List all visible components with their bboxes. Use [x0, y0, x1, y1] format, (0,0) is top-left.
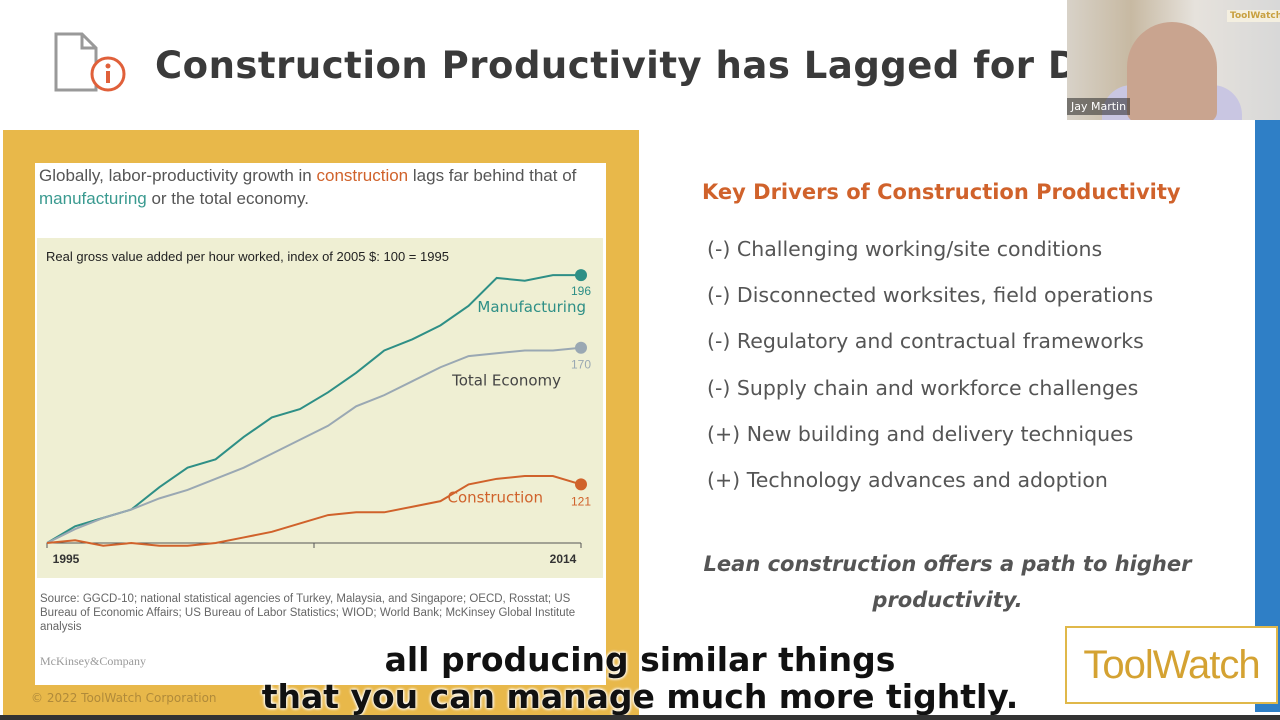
- driver-item: (-) Disconnected worksites, field operat…: [707, 283, 1154, 307]
- chart-title: Real gross value added per hour worked, …: [46, 249, 449, 264]
- headline-text: lags far behind that of: [408, 166, 577, 185]
- conclusion-text: Lean construction offers a path to highe…: [703, 552, 1192, 612]
- drivers-title: Key Drivers of Construction Productivity: [702, 180, 1181, 204]
- x-tick-label: 2014: [550, 552, 577, 566]
- participant-name: Jay Martin: [1067, 98, 1131, 115]
- series-end-point: [575, 269, 587, 282]
- series-end-point: [575, 478, 587, 491]
- series-name-label: Manufacturing: [477, 298, 586, 316]
- x-tick-label: 1995: [53, 552, 80, 566]
- series-line-manufacturing: [46, 274, 581, 544]
- driver-item: (-) Supply chain and workforce challenge…: [707, 376, 1139, 400]
- driver-item: (+) Technology advances and adoption: [707, 468, 1108, 492]
- driver-item: (-) Regulatory and contractual framework…: [707, 329, 1144, 353]
- headline-text: or the total economy.: [146, 189, 309, 208]
- document-info-icon: [54, 32, 126, 92]
- figure-headline: Globally, labor-productivity growth in c…: [39, 164, 599, 210]
- end-value-label: 170: [571, 358, 591, 372]
- toolwatch-logo: ToolWatch: [1065, 626, 1278, 704]
- participant-video: [1127, 22, 1217, 120]
- mckinsey-brand: McKinsey&Company: [40, 654, 146, 668]
- caption-line: all producing similar things: [384, 640, 896, 679]
- end-value-label: 121: [571, 494, 591, 508]
- headline-construction: construction: [316, 166, 409, 185]
- caption-line: that you can manage much more tightly.: [261, 677, 1019, 716]
- webcam-video[interactable]: ToolWatch Jay Martin: [1067, 0, 1280, 120]
- chart-title-bold: Real gross value added per hour worked,: [46, 249, 284, 264]
- end-value-label: 196: [571, 284, 591, 298]
- series-name-label: Total Economy: [451, 372, 561, 390]
- slide-title: Construction Productivity has Lagged for…: [155, 44, 1228, 87]
- chart-title-rest: index of 2005 $: 100 = 1995: [283, 249, 449, 264]
- series-line-total-economy: [46, 346, 582, 544]
- driver-item: (+) New building and delivery techniques: [707, 422, 1134, 446]
- headline-manufacturing: manufacturing: [39, 189, 147, 208]
- video-bottom-strip: [0, 715, 1280, 720]
- driver-item: (-) Challenging working/site conditions: [707, 237, 1103, 261]
- copyright: © 2022 ToolWatch Corporation: [31, 691, 217, 705]
- series-end-point: [575, 341, 587, 354]
- headline-text: Globally, labor-productivity growth in: [39, 166, 317, 185]
- source-note: Source: GGCD-10; national statistical ag…: [40, 593, 576, 633]
- series-name-label: Construction: [447, 488, 543, 506]
- series-line-construction: [46, 475, 582, 547]
- chart-background: [37, 238, 603, 578]
- accent-bar: [1255, 120, 1280, 712]
- webcam-logo: ToolWatch: [1227, 10, 1280, 22]
